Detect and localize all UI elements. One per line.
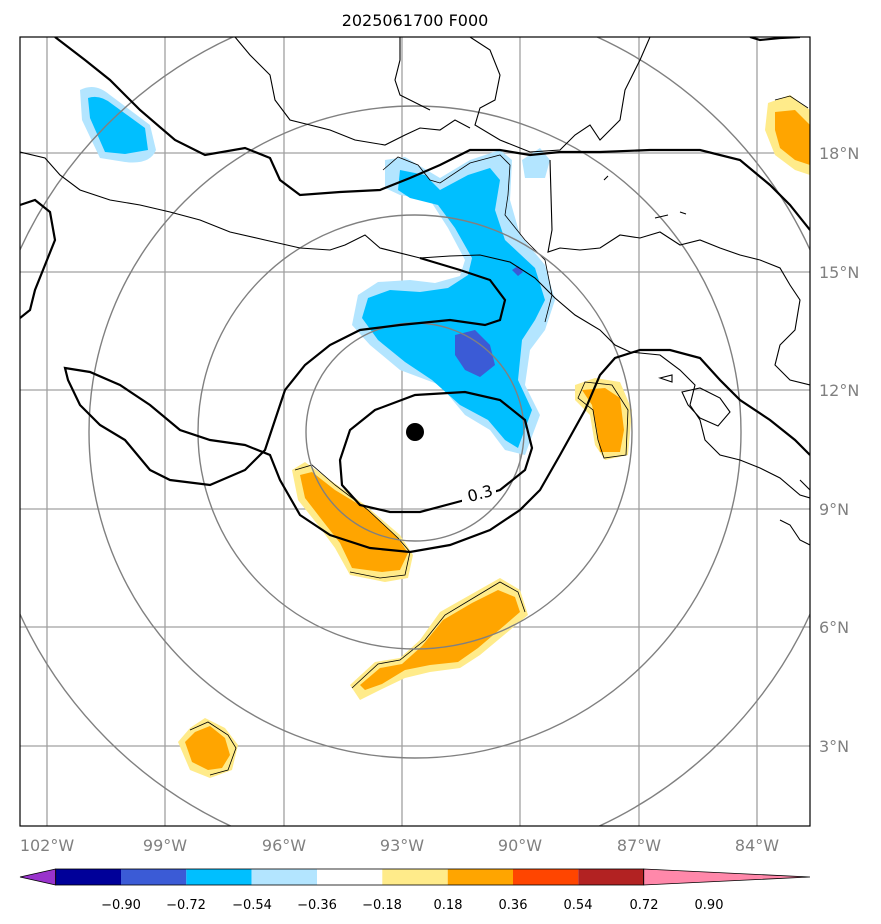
lat-tick-label: 3°N [819,737,849,756]
pacific-islands [658,374,673,383]
colorbar-label: 0.72 [630,898,659,913]
mexico-gulf-coast [234,37,471,146]
colorbar-cell [121,869,187,885]
storm-center-marker [406,423,424,441]
colorbar-cells [19,868,811,886]
colorbar-label: −0.72 [166,898,206,913]
lat-tick-label: 15°N [819,263,859,282]
lon-tick-labels: 102°W 99°W 96°W 93°W 90°W 87°W 84°W [20,836,779,855]
thick-contours [20,37,810,554]
lon-tick-label: 102°W [20,836,75,855]
lat-tick-label: 9°N [819,500,849,519]
contour-top [54,37,810,231]
colorbar-cell [513,869,579,885]
gulf-honduras-islands [603,175,687,219]
map-title: 2025061700 F000 [342,11,489,30]
lon-tick-label: 84°W [735,836,779,855]
colorbar-label: −0.18 [362,898,402,913]
lon-tick-label: 96°W [262,836,306,855]
shading-outlines [189,95,809,776]
colorbar-label: 0.90 [695,898,724,913]
lat-tick-label: 6°N [819,618,849,637]
colorbar-extend-max [643,868,811,886]
lat-tick-labels: 18°N 15°N 12°N 9°N 6°N 3°N [819,144,859,756]
colorbar-label: 0.36 [499,898,528,913]
contour-west-loop [20,198,57,319]
lat-tick-label: 12°N [819,381,859,400]
colorbar-cell [317,869,383,885]
colorbar-labels: −0.90 −0.72 −0.54 −0.36 −0.18 0.18 0.36 … [101,898,723,913]
colorbar-label: −0.90 [101,898,141,913]
map-frame [19,36,811,827]
orange-area-east-core [582,388,624,452]
colorbar-label: 0.18 [434,898,463,913]
colorbar-label: −0.36 [297,898,337,913]
central-america-pacific [629,351,810,499]
map-area: 0.3 [20,37,810,826]
contour-big-loop [63,256,810,554]
lon-tick-label: 90°W [498,836,542,855]
colorbar-frame [55,868,645,886]
colorbar-cell [251,869,317,885]
lon-tick-label: 99°W [143,836,187,855]
colorbar-cell [578,869,644,885]
lon-tick-label: 93°W [380,836,424,855]
colorbar-cell [382,869,448,885]
negative-anomaly-shading [80,86,555,455]
orange-area-sw-core [185,726,230,770]
costa-rica-lake [681,387,731,427]
blue-area-central-dark [455,330,495,377]
colorbar-cell [186,869,252,885]
mexico-pacific-coast [20,151,631,353]
contour-0-3 [338,390,534,514]
colorbar: −0.90 −0.72 −0.54 −0.36 −0.18 0.18 0.36 … [19,868,811,913]
colorbar-label: −0.54 [232,898,272,913]
blue-area-central-core [362,168,545,448]
colorbar-label: 0.54 [564,898,593,913]
orange-area-ne-core [775,110,810,165]
coastlines [20,37,810,546]
blue-area-nw-core [88,96,148,154]
orange-area-south-core [360,590,520,690]
colorbar-extend-min [19,868,57,886]
lon-tick-label: 87°W [617,836,661,855]
lat-tick-label: 18°N [819,144,859,163]
colorbar-cell [55,869,122,885]
yucatan [469,37,651,153]
blue-area-small-dark [512,266,523,276]
mexico-north-coast [394,37,431,111]
colorbar-cell [447,869,513,885]
belize-guatemala [547,159,810,386]
contour-label-bg [462,482,496,502]
panama-coast [779,479,810,546]
